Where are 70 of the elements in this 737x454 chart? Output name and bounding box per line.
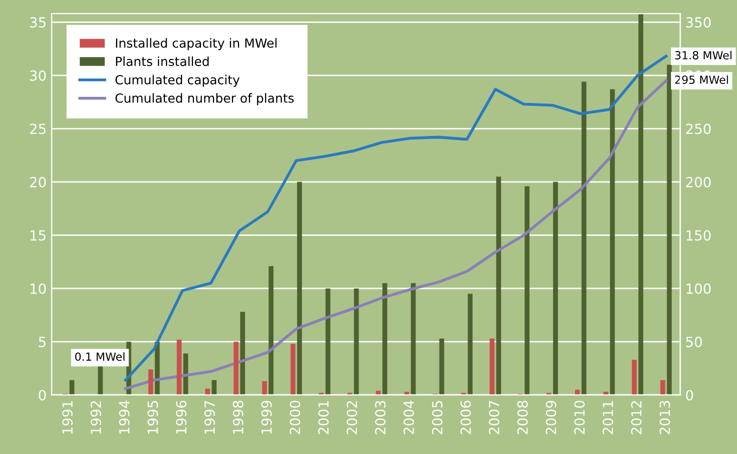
bar <box>582 82 586 395</box>
bar <box>439 338 444 395</box>
bar <box>297 182 302 395</box>
legend-label: Cumulated capacity <box>115 74 240 87</box>
y-tick-label: 15 <box>30 230 46 241</box>
bar <box>490 338 494 395</box>
bar <box>575 390 580 395</box>
x-tick-label: 2001 <box>318 401 329 434</box>
annotation: 295 MWel <box>675 75 728 84</box>
x-tick-label: 1995 <box>148 401 158 434</box>
bar <box>660 380 666 395</box>
bar <box>524 186 530 395</box>
y2-tick-label: 200 <box>686 176 711 188</box>
x-tick-label: 2007 <box>488 401 500 434</box>
x-tick-label: 2004 <box>404 400 414 434</box>
legend-label: Plants installed <box>116 56 209 66</box>
bar <box>410 283 416 395</box>
bar <box>354 288 359 395</box>
x-tick-label: 1999 <box>261 400 272 434</box>
y2-tick-label: 350 <box>686 17 711 28</box>
x-tick-label: 1997 <box>204 401 215 434</box>
y-tick-label: 35 <box>30 17 46 28</box>
x-tick-label: 2012 <box>631 401 642 434</box>
x-tick-label: 2013 <box>660 400 670 434</box>
y2-tick-label: 50 <box>686 336 702 348</box>
y2-tick-label: 250 <box>686 124 711 134</box>
y-tick-label: 25 <box>30 124 46 134</box>
x-tick-label: 1996 <box>176 400 186 434</box>
bar <box>290 344 296 395</box>
x-tick-label: 2000 <box>290 400 300 434</box>
x-tick-label: 1994 <box>119 400 130 434</box>
y2-tick-label: 100 <box>686 283 711 294</box>
bar <box>638 14 644 395</box>
bar <box>262 381 267 395</box>
annotation: 31.8 MWel <box>675 50 732 60</box>
x-tick-label: 2010 <box>574 400 585 434</box>
y-tick-label: 20 <box>30 176 46 188</box>
bar <box>240 312 246 395</box>
y-tick-label: 30 <box>30 70 46 81</box>
y-tick-label: 5 <box>38 336 46 348</box>
y2-tick-label: 150 <box>686 230 711 241</box>
bar <box>234 342 238 395</box>
legend-label: Cumulated number of plants <box>115 93 294 106</box>
bar <box>382 283 388 395</box>
bar <box>632 360 637 395</box>
bar <box>268 266 274 395</box>
bar <box>666 64 672 395</box>
y-tick-label: 10 <box>30 283 46 294</box>
x-tick-label: 2009 <box>546 400 556 434</box>
bar <box>496 176 502 395</box>
bar <box>610 89 615 395</box>
x-tick-label: 2011 <box>602 401 614 434</box>
bar <box>70 380 74 395</box>
x-tick-label: 2006 <box>460 400 471 434</box>
bar <box>98 366 103 395</box>
x-tick-label: 1991 <box>62 401 73 434</box>
bar <box>553 182 558 395</box>
bar <box>212 380 217 395</box>
x-tick-label: 2002 <box>346 401 358 434</box>
bar <box>468 294 473 395</box>
bar <box>326 288 330 395</box>
x-tick-label: 2008 <box>517 400 528 434</box>
y2-tick-label: 0 <box>686 390 694 400</box>
x-tick-label: 2005 <box>432 401 442 434</box>
x-tick-label: 1992 <box>90 401 102 434</box>
y-tick-label: 0 <box>38 390 46 400</box>
x-tick-label: 1998 <box>232 400 244 434</box>
annotation: 0.1 MWel <box>75 352 124 361</box>
legend-label: Installed capacity in MWel <box>116 38 277 50</box>
x-tick-label: 2003 <box>375 400 386 434</box>
